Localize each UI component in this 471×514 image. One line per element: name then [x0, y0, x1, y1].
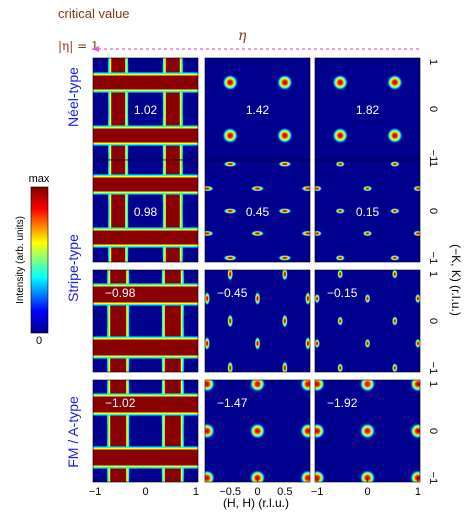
- panel-r1-c3: 1.82: [314, 57, 421, 161]
- y-axis: 10−110−110−110−1: [417, 59, 439, 484]
- panel-value-r2-c1: 0.98: [134, 205, 158, 219]
- x-tick-label: 0: [364, 486, 370, 498]
- panel-value-r1-c2: 1.42: [246, 103, 270, 117]
- x-axis: −1 0 1 −0.5 0 0.5 −1 0 1: [89, 479, 421, 498]
- x-axis-label: (H, H) (r.l.u.): [223, 496, 289, 510]
- panel-r4-c3: −1.92: [314, 379, 421, 483]
- y-tick-label: −1: [427, 472, 439, 485]
- x-tick-label: 0.5: [277, 486, 292, 498]
- panel-r4-c1: −1.02: [92, 379, 199, 483]
- panel-value-r4-c1: −1.02: [105, 396, 136, 410]
- row-label-neel: Néel-type: [65, 67, 81, 127]
- y-tick-label: 0: [427, 106, 439, 112]
- panel-value-r2-c3: 0.15: [356, 205, 380, 219]
- panel-r3-c3: −0.15: [314, 269, 421, 373]
- panel-value-r4-c3: −1.92: [327, 396, 358, 410]
- x-tick-label: 1: [415, 486, 421, 498]
- panel-r4-c2: −1.47: [204, 379, 311, 483]
- x-tick-label: −1: [89, 486, 102, 498]
- x-tick-label: −1: [311, 486, 324, 498]
- critical-value-label: critical value: [58, 6, 130, 21]
- panel-r3-c2: −0.45: [204, 269, 311, 373]
- panel-value-r3-c3: −0.15: [327, 286, 358, 300]
- colorbar-min-label: 0: [36, 335, 42, 347]
- panel-grid: 1.02 1.42 1.82 0.98 0.45 0.15 −0.98 −0.45 −0.15 −…: [92, 57, 421, 483]
- panel-r2-c2: 0.45: [204, 159, 311, 263]
- critical-equation: |η| = 1: [58, 39, 99, 53]
- eta-symbol: η: [238, 28, 247, 44]
- y-tick-label: 1: [427, 271, 439, 277]
- colorbar-axis-label: Intensity (arb. units): [15, 216, 26, 304]
- row-label-fm-a: FM / A-type: [65, 396, 81, 468]
- colorbar-max-label: max: [29, 173, 50, 185]
- panel-value-r1-c3: 1.82: [356, 103, 380, 117]
- y-tick-label: −1: [427, 362, 439, 375]
- eta-arrow-head: [92, 46, 99, 52]
- panel-r3-c1: −0.98: [92, 269, 199, 373]
- panel-r1-c1: 1.02: [92, 57, 199, 161]
- panel-value-r3-c2: −0.45: [217, 286, 248, 300]
- y-tick-label: 1: [427, 59, 439, 65]
- panel-value-r1-c1: 1.02: [134, 103, 158, 117]
- x-tick-label: 0: [254, 486, 260, 498]
- y-tick-label: 1: [427, 161, 439, 167]
- panel-value-r4-c2: −1.47: [217, 396, 248, 410]
- panel-r1-c2: 1.42: [204, 57, 311, 161]
- colorbar: [30, 186, 49, 334]
- y-tick-label: 0: [427, 318, 439, 324]
- y-axis-label: (−K, K) (r.l.u.): [449, 244, 463, 316]
- y-tick-label: −1: [427, 252, 439, 265]
- x-tick-label: −0.5: [219, 486, 241, 498]
- row-label-stripe: Stripe-type: [65, 234, 81, 302]
- panel-r2-c1: 0.98: [92, 159, 199, 263]
- y-tick-label: 1: [427, 381, 439, 387]
- y-tick-label: 0: [427, 208, 439, 214]
- x-tick-label: 1: [193, 486, 199, 498]
- panel-r2-c3: 0.15: [314, 159, 421, 263]
- y-tick-label: 0: [427, 428, 439, 434]
- y-tick-label: −1: [427, 150, 439, 163]
- panel-value-r2-c2: 0.45: [246, 205, 270, 219]
- x-tick-label: 0: [142, 486, 148, 498]
- panel-value-r3-c1: −0.98: [105, 286, 136, 300]
